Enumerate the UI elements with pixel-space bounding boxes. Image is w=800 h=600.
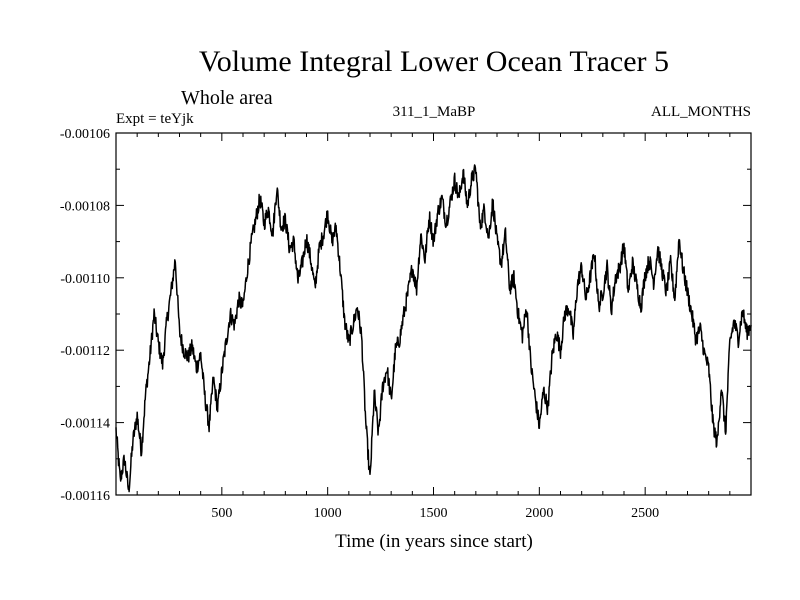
- plot-frame: [115, 132, 752, 496]
- x-tick-label: 1500: [420, 506, 448, 521]
- x-axis-label: Time (in years since start): [335, 531, 533, 552]
- period-label: 311_1_MaBP: [393, 104, 476, 120]
- y-tick-label: -0.00110: [60, 272, 110, 287]
- y-tick-label: -0.00108: [60, 199, 110, 214]
- chart-title: Volume Integral Lower Ocean Tracer 5: [199, 45, 669, 78]
- y-tick-label: -0.00106: [60, 127, 110, 142]
- y-tick-label: -0.00112: [60, 344, 110, 359]
- chart-subtitle: Whole area: [181, 87, 273, 109]
- x-tick-label: 2500: [631, 506, 659, 521]
- months-label: ALL_MONTHS: [651, 104, 751, 120]
- x-tick-label: 1000: [314, 506, 342, 521]
- y-tick-label: -0.00116: [60, 489, 110, 504]
- x-tick-label: 2000: [525, 506, 553, 521]
- axes: -0.00116 -0.00114 -0.00112 -0.00110 -0.00108…: [60, 127, 751, 521]
- series-line: [115, 164, 752, 493]
- plot-area: [115, 164, 752, 493]
- experiment-label: Expt = teYjk: [116, 111, 194, 127]
- x-tick-label: 500: [211, 506, 232, 521]
- y-tick-label: -0.00114: [60, 417, 110, 432]
